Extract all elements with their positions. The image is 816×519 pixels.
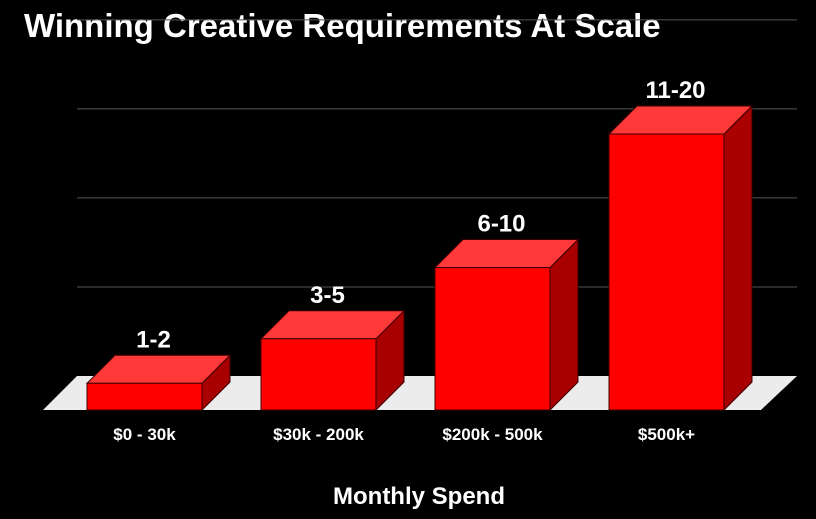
- data-label: 6-10: [477, 211, 525, 238]
- bar-side: [549, 238, 579, 412]
- bar-front: [434, 267, 551, 411]
- x-tick-label: $0 - 30k: [113, 425, 176, 444]
- chart-title: Winning Creative Requirements At Scale: [24, 7, 661, 44]
- bar-2: [259, 309, 406, 412]
- bar-4: [607, 104, 754, 412]
- x-axis-title: Monthly Spend: [333, 483, 505, 510]
- bar-side: [723, 104, 753, 412]
- x-tick-label: $200k - 500k: [442, 425, 543, 444]
- x-tick-label: $30k - 200k: [273, 425, 364, 444]
- bar-front: [608, 133, 725, 411]
- bar-1: [85, 354, 232, 412]
- bar-3: [433, 238, 580, 412]
- bar-front: [260, 338, 377, 411]
- x-tick-label: $500k+: [638, 425, 695, 444]
- bar-front: [86, 382, 203, 411]
- data-label: 1-2: [136, 326, 171, 353]
- data-label: 11-20: [645, 77, 705, 104]
- data-label: 3-5: [310, 282, 345, 309]
